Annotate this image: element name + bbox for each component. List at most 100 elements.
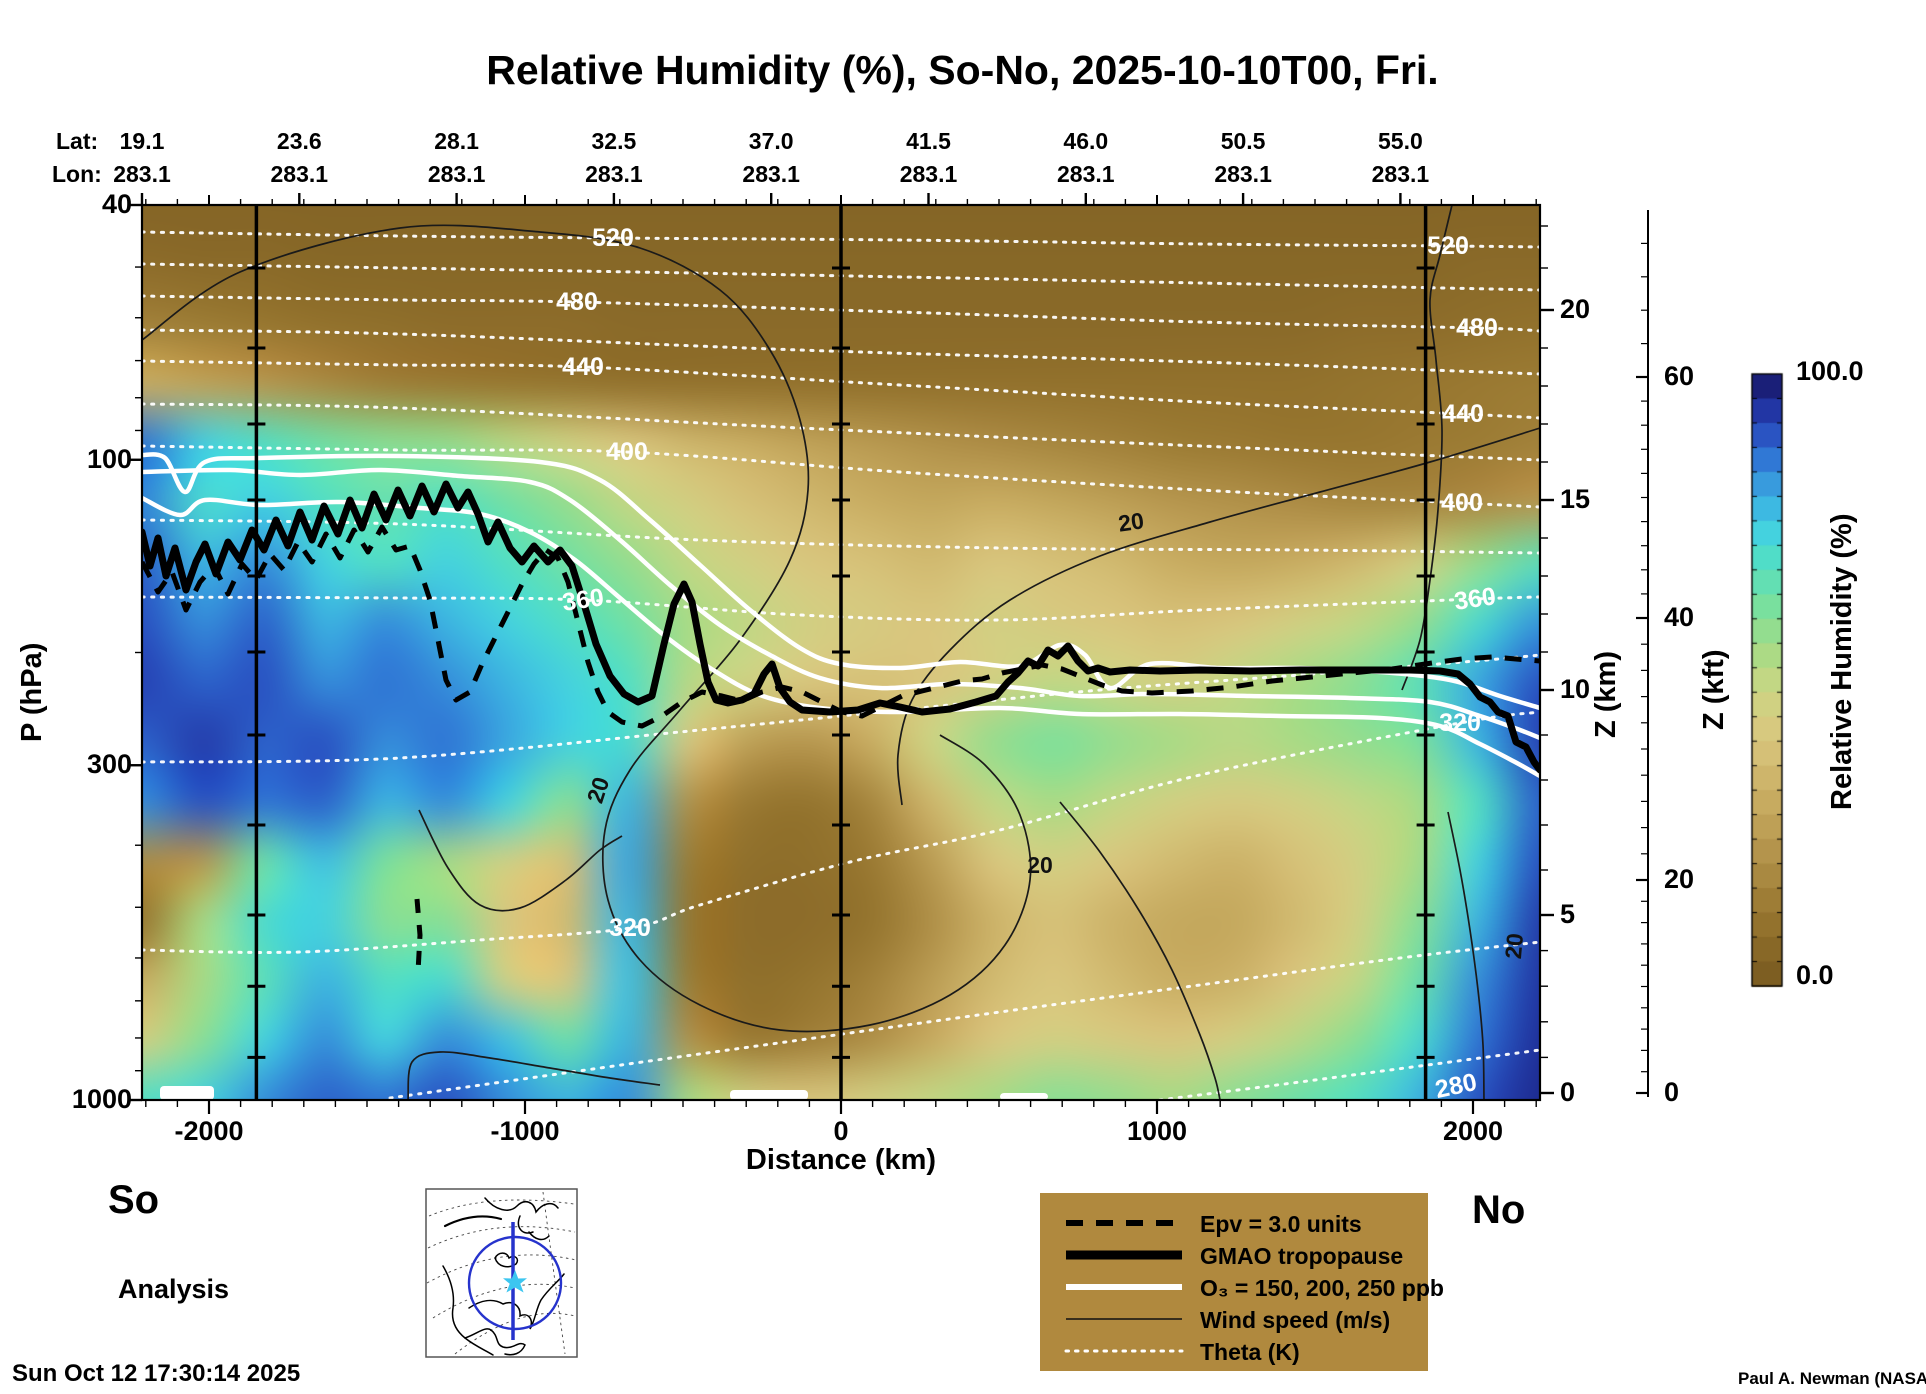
map-graticule [426, 1191, 577, 1355]
legend-label-wind: Wind speed (m/s) [1200, 1307, 1391, 1333]
lat-value-6: 46.0 [1063, 128, 1109, 154]
o3-contour-200 [142, 467, 1540, 741]
legend-label-o3: O₃ = 150, 200, 250 ppb [1200, 1275, 1444, 1301]
lon-value-5: 283.1 [899, 161, 958, 187]
colorbar-max-label: 100.0 [1796, 356, 1864, 386]
legend-row-epv: Epv = 3.0 units [1040, 1207, 1428, 1239]
contour-label-20: 20 [1117, 507, 1146, 536]
theta-contour-420 [142, 402, 1540, 462]
missing-data-patch [730, 1090, 808, 1100]
zkm-tick-10: 10 [1560, 674, 1591, 704]
pressure-tick-300: 300 [86, 749, 132, 780]
o3-line-sample [1066, 1284, 1182, 1290]
legend-label-tropopause: GMAO tropopause [1200, 1243, 1404, 1269]
pressure-tick-40: 40 [101, 189, 132, 219]
wind-contour-5 [1447, 811, 1485, 1100]
z-kft-axis-title: Z (kft) [1698, 649, 1730, 730]
contour-label-360: 360 [1452, 582, 1497, 616]
contour-label-20: 20 [582, 774, 615, 806]
theta-contour-460 [142, 328, 1540, 376]
distance-tick--2000: -2000 [174, 1116, 244, 1146]
contour-label-440: 440 [1442, 400, 1484, 428]
tropopause-line-sample [1066, 1250, 1182, 1260]
lat-value-0: 19.1 [119, 128, 165, 154]
axes [129, 193, 1649, 1114]
analysis-label: Analysis [118, 1274, 230, 1304]
colorbar [1750, 372, 1784, 988]
contour-label-320: 320 [609, 914, 651, 942]
legend-label-theta: Theta (K) [1200, 1339, 1300, 1365]
south-corner-label: So [108, 1178, 160, 1222]
theta-line-sample [1064, 1349, 1184, 1353]
epv-line-sample [1066, 1220, 1182, 1226]
wind-contour-2 [407, 1051, 661, 1100]
theta-contour-480 [142, 294, 1540, 333]
north-corner-label: No [1472, 1188, 1526, 1232]
zkm-tick-0: 0 [1560, 1077, 1576, 1107]
y-axis-title: P (hPa) [16, 642, 48, 742]
contour-label-20: 20 [1500, 932, 1528, 960]
theta-contour-320 [142, 710, 1540, 954]
wind-line-sample [1066, 1318, 1182, 1320]
lat-value-4: 37.0 [748, 128, 794, 154]
legend-row-tropopause: GMAO tropopause [1040, 1239, 1428, 1271]
attribution: Paul A. Newman (NASA [1738, 1369, 1926, 1388]
legend-row-wind: Wind speed (m/s) [1040, 1303, 1428, 1335]
zkm-tick-5: 5 [1560, 899, 1576, 929]
page-title: Relative Humidity (%), So-No, 2025-10-10… [486, 47, 1439, 93]
zkm-tick-15: 15 [1560, 484, 1591, 514]
timestamp: Sun Oct 12 17:30:14 2025 [12, 1360, 301, 1387]
theta-contour-280 [1158, 1048, 1540, 1100]
lat-value-2: 28.1 [434, 128, 479, 154]
lon-value-4: 283.1 [742, 161, 800, 187]
distance-tick-0: 0 [833, 1116, 849, 1146]
contour-label-440: 440 [562, 353, 604, 381]
wind-contour-0 [142, 224, 1032, 1033]
theta-contour-500 [142, 262, 1540, 292]
missing-data-patch [160, 1086, 214, 1100]
lon-value-2: 283.1 [427, 161, 486, 187]
zkft-tick-0: 0 [1664, 1077, 1680, 1107]
epv-contour [142, 524, 1540, 729]
zkft-tick-60: 60 [1664, 361, 1695, 391]
legend-row-theta: Theta (K) [1040, 1335, 1428, 1367]
zkft-tick-40: 40 [1664, 602, 1695, 632]
map-range-circle [467, 1235, 563, 1331]
theta-contour-360 [142, 595, 1540, 622]
wind-contour-6 [1059, 801, 1221, 1100]
map-inset [425, 1188, 578, 1358]
contour-label-400: 400 [1441, 489, 1483, 517]
z-km-axis-title: Z (km) [1590, 651, 1622, 738]
legend: Epv = 3.0 units GMAO tropopause O₃ = 150… [1040, 1193, 1444, 1371]
contour-label-480: 480 [556, 288, 598, 316]
lon-value-0: 283.1 [113, 161, 171, 187]
legend-row-o3: O₃ = 150, 200, 250 ppb [1040, 1271, 1444, 1303]
lon-value-7: 283.1 [1214, 161, 1272, 187]
contour-label-520: 520 [1427, 232, 1469, 260]
legend-label-epv: Epv = 3.0 units [1200, 1211, 1362, 1237]
map-center-star-icon [503, 1270, 527, 1293]
lat-value-5: 41.5 [906, 128, 951, 154]
theta-contour-440 [142, 359, 1540, 420]
contour-label-400: 400 [606, 438, 648, 466]
epv-contour-fragment [414, 898, 423, 973]
lat-row-label: Lat: [56, 128, 99, 154]
theta-contour-400 [142, 444, 1540, 509]
lat-value-7: 50.5 [1220, 128, 1266, 154]
colorbar-title: Relative Humidity (%) [1826, 513, 1858, 811]
distance-tick-1000: 1000 [1126, 1116, 1188, 1146]
lon-value-3: 283.1 [585, 161, 643, 187]
plot-contours: 520 480 440 400 360 320 520 480 440 400 360 320 280 2… [142, 205, 1540, 1104]
missing-data-patch [1000, 1093, 1048, 1100]
zkft-tick-20: 20 [1664, 864, 1695, 894]
zkm-tick-20: 20 [1560, 294, 1591, 324]
x-axis-title: Distance (km) [745, 1144, 937, 1176]
contour-label-280: 280 [1433, 1068, 1480, 1104]
contour-label-20: 20 [1027, 852, 1053, 878]
pressure-tick-100: 100 [86, 443, 132, 474]
map-coastlines [442, 1197, 565, 1356]
lat-value-8: 55.0 [1378, 128, 1423, 154]
lon-value-8: 283.1 [1371, 161, 1430, 187]
wind-contour-1 [418, 809, 623, 912]
